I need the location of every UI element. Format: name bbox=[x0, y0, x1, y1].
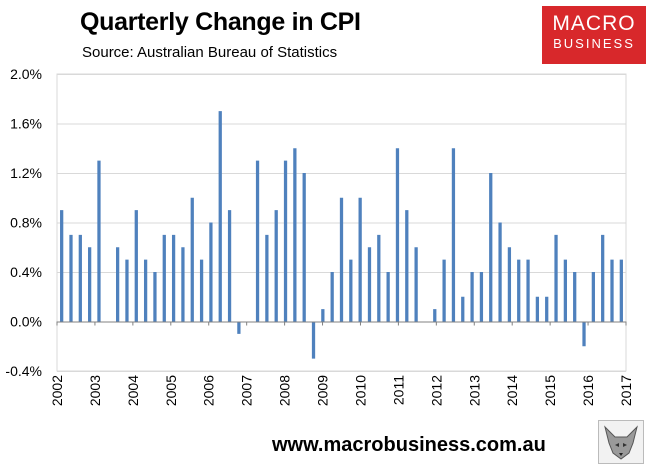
bar bbox=[274, 210, 278, 322]
x-tick-label: 2008 bbox=[277, 375, 293, 406]
bar bbox=[218, 111, 222, 322]
bar bbox=[283, 160, 288, 322]
x-tick-label: 2006 bbox=[201, 375, 217, 406]
bar bbox=[237, 321, 241, 334]
x-tick-label: 2014 bbox=[504, 375, 520, 406]
logo-line-1: MACRO bbox=[552, 12, 636, 35]
bar bbox=[339, 197, 344, 322]
x-tick-label: 2010 bbox=[352, 375, 368, 406]
y-tick-label: 0.8% bbox=[10, 215, 42, 231]
x-tick-label: 2015 bbox=[542, 375, 558, 406]
y-tick-label: 1.2% bbox=[10, 165, 42, 181]
bar bbox=[489, 173, 493, 322]
x-tick-label: 2007 bbox=[239, 375, 255, 406]
bar bbox=[181, 247, 185, 322]
y-tick-label: 0.0% bbox=[10, 314, 42, 330]
bar bbox=[69, 234, 73, 322]
logo-line-2: BUSINESS bbox=[553, 36, 635, 51]
bar bbox=[330, 272, 334, 322]
bar bbox=[321, 309, 325, 322]
fox-mascot-icon bbox=[598, 420, 644, 464]
bar bbox=[451, 148, 456, 322]
bar bbox=[545, 296, 549, 322]
bar bbox=[377, 234, 381, 322]
x-tick-label: 2011 bbox=[390, 375, 406, 405]
bar bbox=[563, 259, 568, 322]
bar bbox=[610, 259, 614, 322]
bar bbox=[498, 222, 502, 322]
x-tick-label: 2013 bbox=[466, 375, 482, 406]
bar bbox=[526, 259, 530, 322]
bar bbox=[367, 247, 372, 322]
bar bbox=[517, 259, 521, 322]
bar bbox=[442, 259, 446, 322]
bar bbox=[554, 234, 558, 322]
bar bbox=[88, 247, 92, 322]
x-tick-label: 2005 bbox=[163, 375, 179, 406]
bar bbox=[302, 173, 306, 322]
x-tick-label: 2004 bbox=[125, 375, 141, 406]
bar bbox=[293, 148, 297, 322]
bar bbox=[395, 148, 400, 322]
bar bbox=[265, 234, 269, 322]
macrobusiness-logo: MACRO BUSINESS bbox=[542, 6, 646, 64]
bar bbox=[535, 296, 540, 322]
bar bbox=[199, 259, 204, 322]
bar bbox=[507, 247, 512, 322]
y-tick-label: -0.4% bbox=[5, 363, 42, 379]
bar bbox=[153, 272, 157, 322]
y-tick-label: 0.4% bbox=[10, 264, 42, 280]
bar bbox=[582, 321, 586, 347]
x-tick-label: 2003 bbox=[87, 375, 103, 406]
x-tick-label: 2002 bbox=[49, 375, 65, 406]
bar bbox=[134, 210, 138, 322]
bar bbox=[573, 272, 577, 322]
bar bbox=[311, 321, 316, 359]
bar bbox=[470, 272, 474, 322]
bar bbox=[125, 259, 129, 322]
x-tick-label: 2009 bbox=[315, 375, 331, 406]
bar bbox=[461, 296, 465, 322]
bar bbox=[97, 160, 101, 322]
bar bbox=[227, 210, 232, 322]
bar bbox=[349, 259, 353, 322]
bar bbox=[143, 259, 148, 322]
chart-title: Quarterly Change in CPI bbox=[80, 8, 361, 36]
y-tick-label: 2.0% bbox=[10, 66, 42, 82]
bar bbox=[358, 197, 362, 322]
footer-url: www.macrobusiness.com.au bbox=[272, 434, 546, 456]
bar bbox=[386, 272, 390, 322]
bar bbox=[190, 197, 194, 322]
x-tick-label: 2012 bbox=[428, 375, 444, 406]
bar bbox=[479, 272, 484, 322]
chart-subtitle: Source: Australian Bureau of Statistics bbox=[82, 44, 338, 61]
bar bbox=[619, 259, 623, 322]
bar bbox=[601, 234, 605, 322]
bar bbox=[433, 309, 437, 322]
bar bbox=[405, 210, 409, 322]
bar bbox=[209, 222, 213, 322]
bar bbox=[78, 234, 82, 322]
bar bbox=[414, 247, 418, 322]
bar bbox=[171, 234, 176, 322]
y-tick-label: 1.6% bbox=[10, 116, 42, 132]
bar bbox=[255, 160, 260, 322]
bar bbox=[162, 234, 166, 322]
x-tick-label: 2016 bbox=[580, 375, 596, 406]
bar bbox=[115, 247, 120, 322]
x-tick-label: 2017 bbox=[618, 375, 634, 406]
bar bbox=[591, 272, 595, 322]
bar bbox=[60, 210, 64, 322]
